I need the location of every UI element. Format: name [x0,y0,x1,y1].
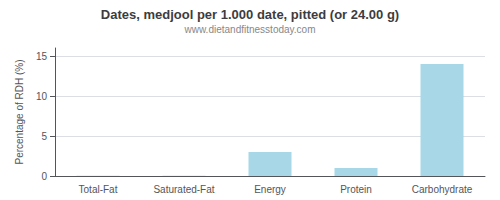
svg-text:15: 15 [36,51,48,62]
svg-text:www.dietandfitnesstoday.com: www.dietandfitnesstoday.com [184,24,316,35]
svg-text:10: 10 [36,91,48,102]
svg-text:Carbohydrate: Carbohydrate [412,184,473,195]
svg-text:Protein: Protein [340,184,372,195]
svg-text:Dates, medjool per 1.000 date,: Dates, medjool per 1.000 date, pitted (o… [101,7,399,22]
svg-text:Saturated-Fat: Saturated-Fat [153,184,214,195]
svg-text:Energy: Energy [254,184,286,195]
svg-text:Total-Fat: Total-Fat [79,184,118,195]
svg-text:Percentage of RDH (%): Percentage of RDH (%) [14,59,25,164]
svg-text:0: 0 [41,171,47,182]
svg-text:5: 5 [41,131,47,142]
